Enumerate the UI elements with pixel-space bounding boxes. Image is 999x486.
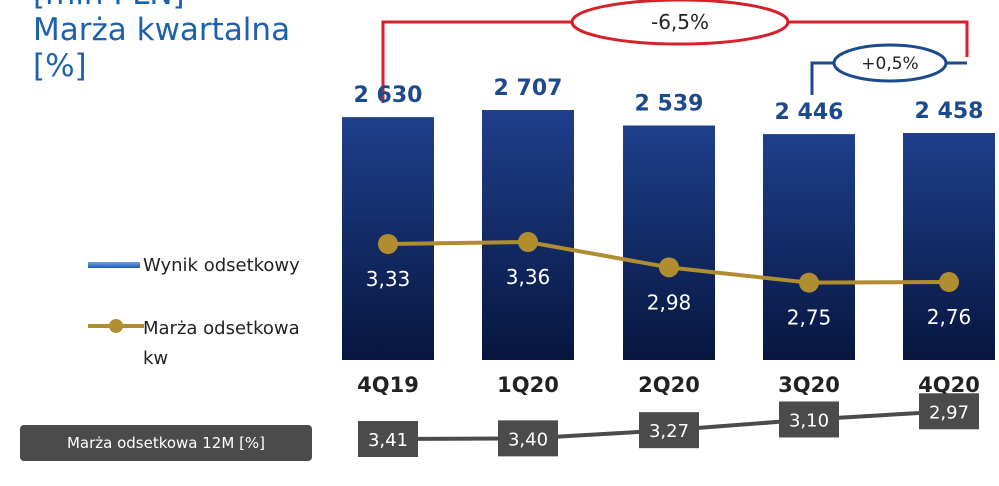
category-label: 3Q20 (778, 373, 840, 397)
margin-point (518, 231, 538, 252)
qoq-change-label: +0,5% (861, 54, 918, 74)
legend-line-swatch (88, 319, 144, 333)
margin-12m-value-label: 3,40 (508, 429, 548, 450)
legend-bar-swatch (88, 262, 140, 268)
category-label: 4Q20 (918, 373, 980, 397)
legend-bars-label: Wynik odsetkowy (143, 255, 300, 276)
margin-value-label: 3,33 (366, 267, 411, 291)
margin-value-label: 2,75 (787, 306, 832, 330)
total-change-label: -6,5% (651, 10, 709, 34)
margin-point (378, 234, 398, 254)
margin-point (799, 272, 819, 293)
margin-12m-value-label: 3,27 (649, 421, 689, 442)
margin-12m-value-label: 3,10 (789, 410, 829, 431)
bar-value-label: 2 630 (354, 83, 423, 108)
margin-12m-box (358, 421, 418, 457)
category-label: 4Q19 (357, 373, 419, 397)
bar (763, 134, 855, 360)
margin-12m-box (779, 401, 839, 438)
chart-title: [mln PLN] Marża kwartalna [%] (33, 0, 291, 84)
bar-value-label: 2 446 (775, 100, 844, 125)
legend-line-label: Marża odsetkowa kw (143, 318, 300, 369)
bar-value-label: 2 458 (915, 99, 984, 124)
bar (903, 132, 995, 360)
margin-value-label: 3,36 (506, 265, 551, 289)
margin-12m-value-label: 3,41 (368, 430, 408, 451)
category-label: 1Q20 (497, 373, 559, 397)
bar-value-label: 2 707 (494, 76, 563, 101)
bar (623, 125, 715, 361)
total-change-ellipse (570, 0, 790, 46)
margin-point (659, 257, 679, 278)
bar-value-label: 2 539 (635, 92, 704, 117)
margin-12m-box (639, 412, 699, 449)
margin-12m-box (919, 393, 979, 430)
category-label: 2Q20 (638, 373, 700, 397)
margin-value-label: 2,76 (927, 305, 972, 329)
margin-12m-label: Marża odsetkowa 12M [%] (20, 425, 312, 461)
margin-point (939, 272, 959, 293)
margin-12m-value-label: 2,97 (929, 402, 969, 423)
margin-value-label: 2,98 (647, 290, 692, 314)
margin-12m-box (498, 420, 558, 457)
qoq-change-ellipse (832, 43, 948, 83)
